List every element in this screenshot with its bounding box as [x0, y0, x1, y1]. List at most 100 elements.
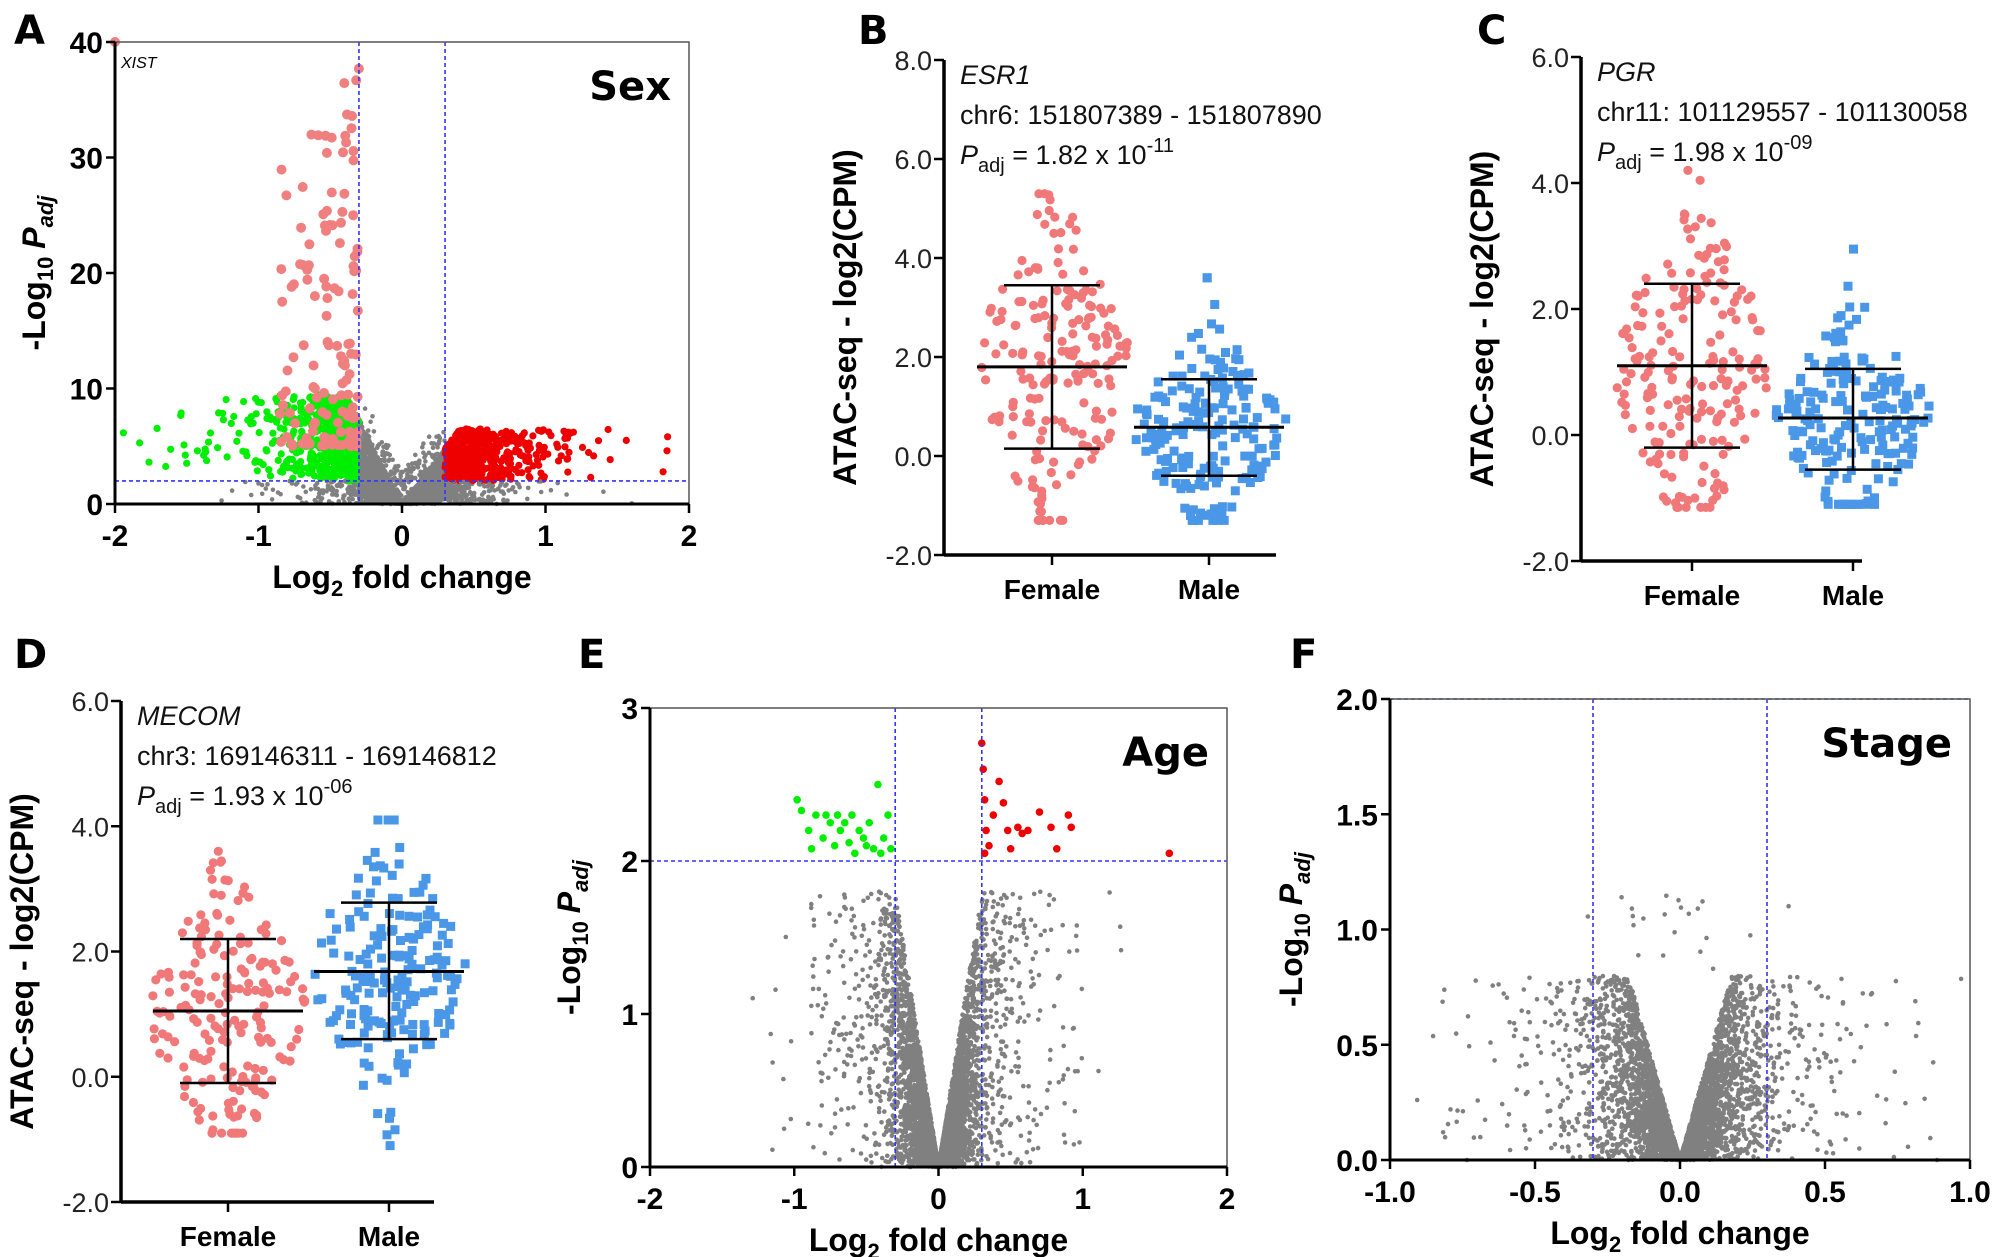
data-point-female: [1643, 388, 1653, 399]
data-point-female: [1630, 354, 1640, 364]
data-point-female: [1729, 297, 1739, 307]
point-not-significant: [308, 487, 314, 492]
data-point-female: [1761, 383, 1771, 393]
data-point-male: [1244, 384, 1253, 394]
data-point-female: [1663, 400, 1673, 410]
point-not-significant: [406, 462, 411, 468]
point-not-significant: [452, 498, 458, 503]
point-not-significant: [431, 441, 437, 446]
data-point-female: [992, 316, 1002, 326]
data-point-female: [1041, 416, 1051, 426]
point-top-significant: [348, 146, 359, 156]
point-up: [535, 426, 543, 434]
y-tick-label: 40: [70, 27, 103, 60]
data-point-female: [1107, 355, 1117, 366]
point-not-significant: [265, 482, 270, 487]
data-point-female: [1740, 434, 1750, 444]
point-not-significant: [448, 490, 454, 496]
point-down: [289, 395, 297, 403]
data-point-female: [1716, 374, 1726, 384]
point-down: [167, 445, 175, 453]
point-down: [240, 398, 248, 406]
data-point-female: [1672, 395, 1682, 405]
point-up: [462, 429, 470, 437]
data-point-male: [1168, 463, 1178, 472]
point-not-significant: [383, 463, 389, 468]
point-not-significant: [428, 465, 433, 471]
data-point-female: [1071, 369, 1081, 379]
point-not-significant: [376, 491, 382, 497]
point-top-significant: [276, 164, 287, 175]
point-not-significant: [390, 457, 395, 463]
data-point-female: [1746, 291, 1756, 301]
data-point-female: [1748, 315, 1758, 325]
data-point-male: [1269, 440, 1279, 450]
point-not-significant: [270, 487, 276, 493]
data-point-female: [1692, 413, 1702, 423]
point-top-significant: [298, 340, 309, 351]
data-point-female: [997, 306, 1007, 317]
point-not-significant: [379, 488, 385, 493]
data-point-female: [1121, 338, 1131, 348]
data-point-female: [1627, 423, 1637, 434]
data-point-male: [1249, 434, 1259, 444]
point-down: [326, 419, 334, 428]
point-up: [457, 472, 465, 480]
data-point-female: [1658, 492, 1668, 502]
point-not-significant: [433, 458, 439, 463]
gene-name: ESR1: [960, 60, 1031, 90]
point-not-significant: [435, 445, 440, 450]
data-point-female: [1079, 266, 1089, 276]
point-up: [502, 428, 510, 436]
data-point-female: [1685, 268, 1695, 278]
point-not-significant: [437, 436, 443, 441]
point-up: [483, 446, 491, 454]
y-tick-label: 6.0: [894, 145, 932, 175]
point-down: [309, 458, 317, 466]
point-top-significant: [323, 340, 334, 351]
point-up: [540, 443, 548, 451]
point-top-significant: [327, 439, 338, 450]
data-point-female: [1619, 389, 1629, 399]
point-top-significant: [275, 409, 286, 419]
data-point-male: [1187, 364, 1197, 373]
point-not-significant: [368, 457, 374, 463]
point-not-significant: [256, 481, 261, 486]
data-point-female: [1694, 250, 1704, 260]
data-point-female: [1052, 286, 1062, 296]
point-top-significant: [304, 239, 315, 250]
point-down: [204, 438, 213, 446]
data-point-female: [1706, 218, 1716, 228]
series-female: [977, 189, 1132, 526]
point-not-significant: [334, 492, 340, 498]
data-point-female: [991, 349, 1001, 359]
point-not-significant: [379, 440, 385, 445]
data-point-female: [1058, 269, 1068, 279]
point-top-significant: [313, 130, 324, 141]
point-down: [297, 458, 305, 466]
point-down: [342, 453, 350, 461]
data-point-female: [1705, 243, 1715, 253]
data-point-female: [1612, 383, 1622, 393]
data-point-female: [1730, 395, 1741, 405]
point-not-significant: [386, 458, 391, 464]
point-up: [537, 469, 545, 477]
data-points: [110, 37, 672, 507]
point-not-significant: [476, 482, 482, 487]
data-point-female: [1640, 372, 1650, 382]
point-not-significant: [360, 442, 366, 448]
point-not-significant: [486, 488, 492, 494]
point-down: [203, 457, 211, 465]
data-point-female: [981, 375, 991, 385]
data-point-female: [1659, 469, 1669, 479]
data-point-male: [1230, 486, 1240, 496]
data-point-female: [1037, 299, 1047, 309]
point-not-significant: [365, 428, 371, 433]
point-not-significant: [380, 466, 386, 471]
data-point-female: [1028, 475, 1038, 485]
category-label: Female: [1644, 580, 1741, 611]
data-point-female: [1683, 165, 1693, 175]
point-top-significant: [317, 440, 328, 451]
point-down: [181, 451, 189, 459]
data-point-female: [1685, 234, 1696, 244]
